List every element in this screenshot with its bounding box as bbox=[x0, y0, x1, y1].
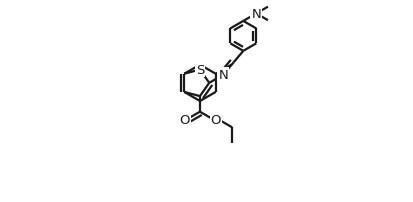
Text: N: N bbox=[252, 8, 261, 21]
Text: N: N bbox=[218, 69, 228, 82]
Text: S: S bbox=[196, 64, 204, 77]
Text: O: O bbox=[211, 114, 221, 126]
Text: O: O bbox=[180, 114, 190, 126]
